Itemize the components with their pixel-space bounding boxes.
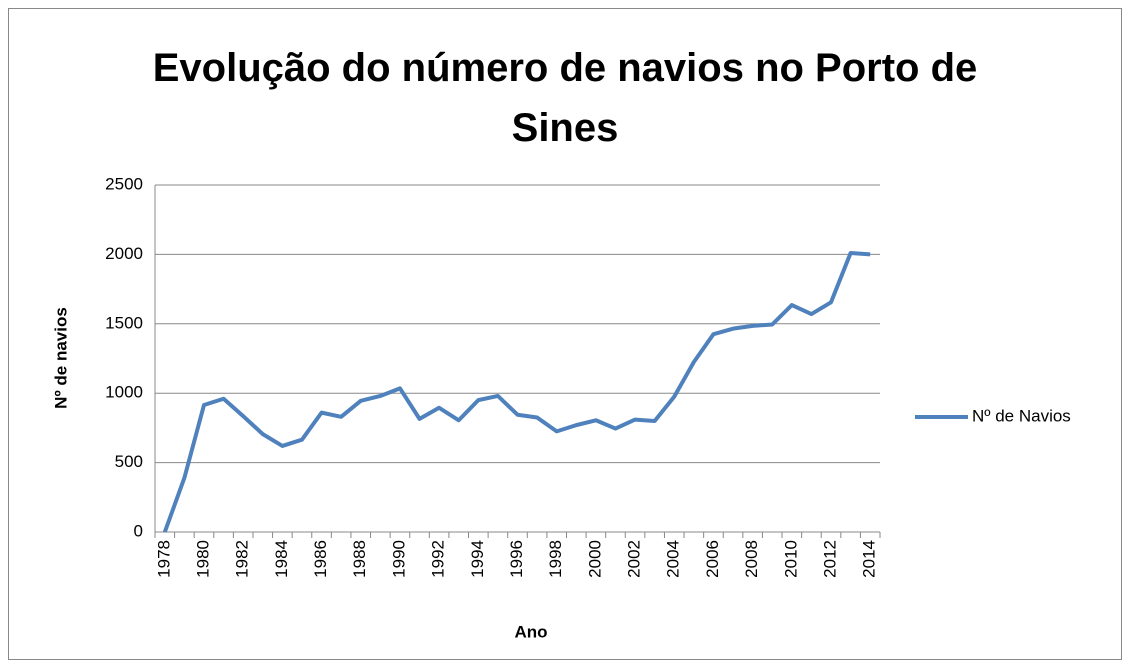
data-line — [162, 251, 871, 533]
x-tick-label: 1988 — [350, 540, 369, 578]
x-tick-label: 1998 — [546, 540, 565, 578]
x-tick-label: 1992 — [429, 540, 448, 578]
x-tick-label: 1982 — [233, 540, 252, 578]
y-tick-label: 1000 — [105, 383, 143, 402]
x-tick-label: 2004 — [664, 540, 683, 578]
x-tick-label: 2014 — [860, 540, 879, 578]
x-tick-label: 2002 — [625, 540, 644, 578]
x-tick-label: 1990 — [389, 540, 408, 578]
y-tick-label: 1500 — [105, 313, 143, 332]
y-tick-label: 2000 — [105, 244, 143, 263]
x-tick-label: 2006 — [703, 540, 722, 578]
y-tick-label: 2500 — [105, 174, 143, 193]
x-tick-label: 2010 — [781, 540, 800, 578]
x-axis-label: Ano — [514, 622, 547, 641]
x-tick-label: 2000 — [585, 540, 604, 578]
y-tick-label: 500 — [115, 452, 143, 471]
x-tick-label: 1996 — [507, 540, 526, 578]
legend-label: Nº de Navios — [972, 406, 1071, 425]
x-tick-label: 2012 — [820, 540, 839, 578]
x-tick-label: 1994 — [468, 540, 487, 578]
chart-title: Evolução do número de navios no Porto de… — [152, 46, 978, 150]
y-axis-label: Nº de navios — [51, 307, 70, 409]
x-tick-label: 1986 — [311, 540, 330, 578]
x-tick-label: 2008 — [742, 540, 761, 578]
y-tick-label: 0 — [134, 521, 143, 540]
x-tick-label: 1980 — [193, 540, 212, 578]
x-tick-label: 1984 — [272, 540, 291, 578]
x-tick-label: 1978 — [154, 540, 173, 578]
chart-border — [8, 8, 1122, 660]
